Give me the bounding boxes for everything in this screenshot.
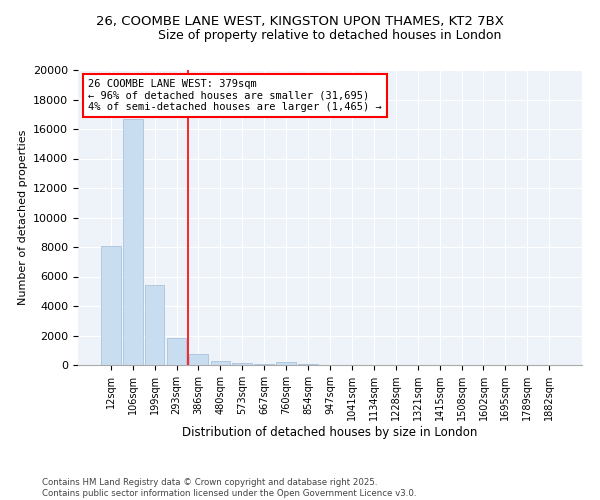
Title: Size of property relative to detached houses in London: Size of property relative to detached ho…	[158, 30, 502, 43]
Bar	[101, 246, 121, 365]
Bar	[145, 286, 164, 365]
X-axis label: Distribution of detached houses by size in London: Distribution of detached houses by size …	[182, 426, 478, 439]
Bar	[254, 364, 274, 365]
Y-axis label: Number of detached properties: Number of detached properties	[17, 130, 28, 305]
Bar	[276, 362, 296, 365]
Bar	[298, 364, 318, 365]
Bar	[211, 360, 230, 365]
Text: Contains HM Land Registry data © Crown copyright and database right 2025.
Contai: Contains HM Land Registry data © Crown c…	[42, 478, 416, 498]
Bar	[167, 338, 187, 365]
Text: 26 COOMBE LANE WEST: 379sqm
← 96% of detached houses are smaller (31,695)
4% of : 26 COOMBE LANE WEST: 379sqm ← 96% of det…	[88, 79, 382, 112]
Bar	[232, 363, 252, 365]
Bar	[188, 354, 208, 365]
Text: 26, COOMBE LANE WEST, KINGSTON UPON THAMES, KT2 7BX: 26, COOMBE LANE WEST, KINGSTON UPON THAM…	[96, 15, 504, 28]
Bar	[123, 118, 143, 365]
